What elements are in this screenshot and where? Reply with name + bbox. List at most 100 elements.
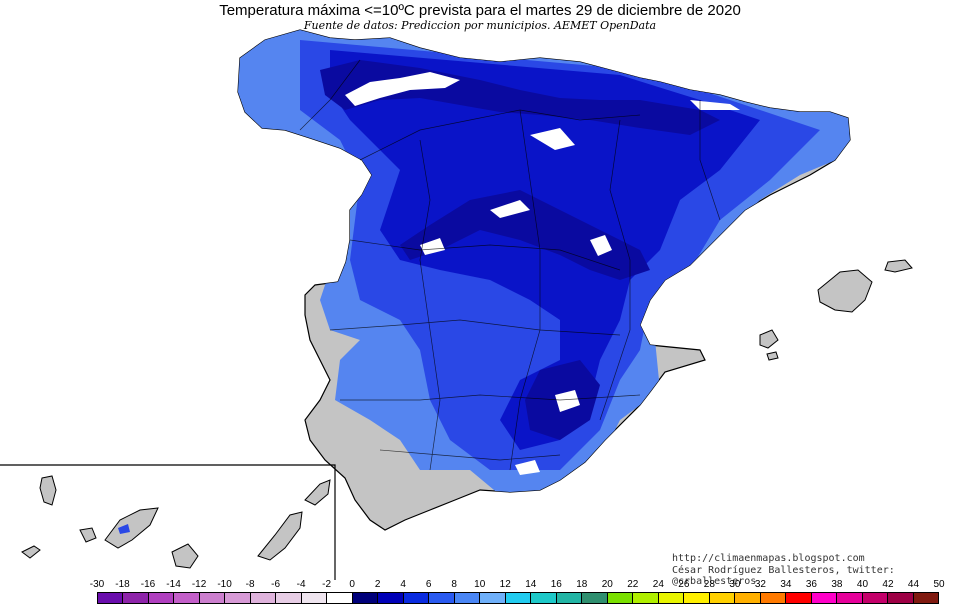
tenerife-cold-spot <box>118 524 130 534</box>
temperature-map <box>0 29 913 580</box>
legend-swatch <box>582 593 608 603</box>
legend-label: 44 <box>907 579 920 590</box>
legend-swatch <box>174 593 200 603</box>
legend-label: 30 <box>729 579 741 590</box>
legend-swatch <box>709 593 736 603</box>
gran-canaria <box>171 543 199 569</box>
legend-label: 16 <box>550 579 562 590</box>
legend-swatch <box>913 593 938 603</box>
legend-label: -8 <box>245 579 255 590</box>
legend-swatch <box>837 593 863 603</box>
menorca <box>884 259 913 273</box>
legend-label: 0 <box>349 579 355 590</box>
legend-label: 38 <box>831 579 843 590</box>
legend-swatch <box>556 593 583 603</box>
blog-url: http://climaenmapas.blogspot.com <box>672 553 865 564</box>
legend-swatch <box>403 593 430 603</box>
freezing-peaks-central <box>420 200 530 255</box>
legend-label: 14 <box>525 579 537 590</box>
legend-swatch <box>633 593 659 603</box>
freezing-peaks-teruel <box>590 235 612 256</box>
legend-swatch <box>352 593 379 603</box>
temperature-legend: -30 -18 -16 -14 -12 -10 -8 -6 -4 -2 0 2 4 6 8 10 12 14 16 1… <box>89 579 945 609</box>
la-gomera <box>79 527 97 543</box>
legend-label: 36 <box>805 579 817 590</box>
legend-swatch <box>531 593 557 603</box>
legend-swatch <box>276 593 302 603</box>
lanzarote <box>304 479 331 506</box>
legend-swatch <box>480 593 506 603</box>
data-source-subtitle: Fuente de datos: Prediccion por municipi… <box>303 19 657 32</box>
legend-label: 26 <box>678 579 690 590</box>
legend-swatch <box>505 593 532 603</box>
legend-label: 6 <box>425 579 432 590</box>
legend-labels: -30 -18 -16 -14 -12 -10 -8 -6 -4 -2 0 2 4 6 8 10 12 14 16 1… <box>89 579 945 592</box>
canary-islands-inset <box>0 464 336 580</box>
legend-label: 40 <box>856 579 869 590</box>
el-hierro <box>21 545 41 559</box>
legend-swatch <box>225 593 251 603</box>
legend-swatch <box>327 593 353 603</box>
legend-label: 24 <box>652 579 664 590</box>
legend-label: 18 <box>576 579 588 590</box>
peninsula-region <box>237 29 851 531</box>
legend-swatch <box>760 593 787 603</box>
legend-swatch <box>658 593 685 603</box>
legend-label: -18 <box>115 579 130 590</box>
legend-label: 20 <box>601 579 613 590</box>
province-borders <box>299 59 721 471</box>
legend-label: 8 <box>451 579 457 590</box>
legend-label: 50 <box>933 579 945 590</box>
mallorca <box>817 269 873 313</box>
legend-swatch <box>454 593 481 603</box>
legend-swatch <box>811 593 838 603</box>
legend-label: 2 <box>374 579 381 590</box>
legend-label: -14 <box>166 579 181 590</box>
legend-label: 34 <box>780 579 792 590</box>
author-credit: César Rodríguez Ballesteros, twitter: @c… <box>672 565 895 587</box>
legend-label: 28 <box>703 579 715 590</box>
legend-swatch <box>301 593 328 603</box>
la-palma <box>39 475 57 506</box>
freezing-peaks-south <box>515 390 580 475</box>
legend-swatch <box>250 593 277 603</box>
balearic-islands <box>759 259 913 361</box>
legend-label: 10 <box>474 579 486 590</box>
legend-swatch <box>888 593 914 603</box>
formentera <box>766 351 779 361</box>
fuerteventura <box>257 511 303 561</box>
freezing-peaks-cantabrica <box>345 72 460 106</box>
legend-swatch <box>786 593 812 603</box>
legend-swatch <box>199 593 226 603</box>
legend-colorbar <box>97 592 939 604</box>
legend-label: -6 <box>271 579 281 590</box>
legend-label: 12 <box>499 579 511 590</box>
very-cold-zone-central <box>400 190 650 280</box>
legend-swatch <box>607 593 634 603</box>
tenerife <box>104 507 159 549</box>
legend-label: -16 <box>140 579 156 590</box>
freezing-peaks-pyrenees <box>690 100 740 110</box>
legend-label: 42 <box>882 579 894 590</box>
legend-label: 22 <box>627 579 639 590</box>
legend-swatch <box>429 593 455 603</box>
legend-label: 4 <box>400 579 406 590</box>
ibiza <box>759 329 779 349</box>
legend-swatch <box>123 593 149 603</box>
legend-swatch <box>735 593 761 603</box>
legend-label: 32 <box>754 579 766 590</box>
legend-label: -2 <box>322 579 332 590</box>
map-title: Temperatura máxima <=10ºC prevista para … <box>219 2 741 19</box>
legend-swatch <box>378 593 404 603</box>
legend-label: -12 <box>191 579 207 590</box>
legend-label: -30 <box>89 579 105 590</box>
freezing-peaks-iberico <box>530 128 575 150</box>
inset-frame <box>0 464 336 580</box>
legend-swatch <box>98 593 124 603</box>
legend-label: -4 <box>296 579 306 590</box>
coldest-zone <box>330 50 760 450</box>
legend-swatch <box>862 593 889 603</box>
legend-swatch <box>684 593 710 603</box>
legend-swatch <box>148 593 175 603</box>
legend-label: -10 <box>217 579 232 590</box>
